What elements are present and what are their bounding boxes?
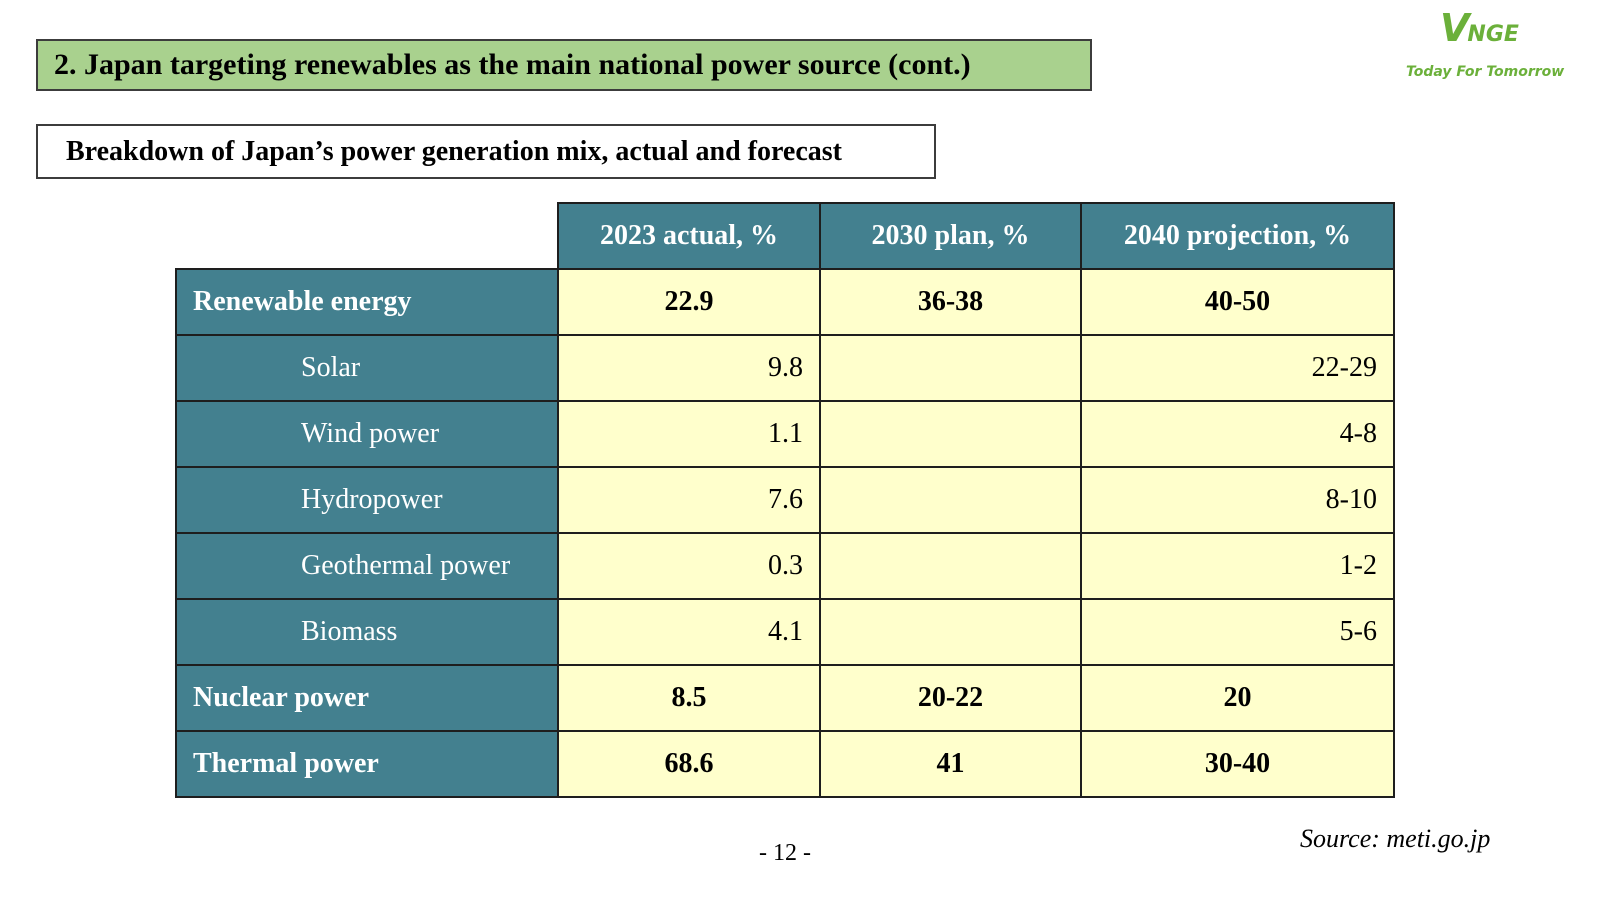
table-cell: 20: [1080, 664, 1395, 732]
table-cell: [819, 598, 1082, 666]
table-cell: 8-10: [1080, 466, 1395, 534]
column-header: 2023 actual, %: [557, 202, 821, 270]
row-label: Biomass: [175, 598, 559, 666]
table-row: Solar 9.8 22-29: [175, 334, 1395, 402]
logo-v: V: [1440, 6, 1469, 50]
table-cell: 1.1: [557, 400, 821, 468]
column-header: 2040 projection, %: [1080, 202, 1395, 270]
table-body: Renewable energy 22.9 36-38 40-50 Solar 9.8 22…: [175, 268, 1395, 798]
table-row: Wind power 1.1 4-8: [175, 400, 1395, 468]
column-header: 2030 plan, %: [819, 202, 1082, 270]
table-cell: 40-50: [1080, 268, 1395, 336]
row-label: Nuclear power: [175, 664, 559, 732]
table-cell: 4-8: [1080, 400, 1395, 468]
row-label: Wind power: [175, 400, 559, 468]
table-row: Renewable energy 22.9 36-38 40-50: [175, 268, 1395, 336]
power-mix-table: 2023 actual, % 2030 plan, % 2040 project…: [175, 202, 1395, 798]
table-caption: Breakdown of Japan’s power generation mi…: [36, 124, 936, 179]
logo-mark: VNGE: [1440, 6, 1519, 50]
table-row: Nuclear power 8.5 20-22 20: [175, 664, 1395, 732]
row-label: Geothermal power: [175, 532, 559, 600]
table-cell: 36-38: [819, 268, 1082, 336]
row-label: Hydropower: [175, 466, 559, 534]
table-cell: 22-29: [1080, 334, 1395, 402]
table-cell: 8.5: [557, 664, 821, 732]
table-cell: 9.8: [557, 334, 821, 402]
logo-letters: NGE: [1467, 22, 1519, 47]
table-cell: [819, 532, 1082, 600]
slide-title: 2. Japan targeting renewables as the mai…: [36, 39, 1092, 91]
table-cell: [819, 400, 1082, 468]
source-note: Source: meti.go.jp: [1300, 824, 1491, 853]
table-cell: [819, 334, 1082, 402]
table-cell: 41: [819, 730, 1082, 798]
table-cell: 68.6: [557, 730, 821, 798]
table-cell: 5-6: [1080, 598, 1395, 666]
table-row: Hydropower 7.6 8-10: [175, 466, 1395, 534]
table-cell: 22.9: [557, 268, 821, 336]
table-cell: 20-22: [819, 664, 1082, 732]
table-row: Biomass 4.1 5-6: [175, 598, 1395, 666]
table-cell: [819, 466, 1082, 534]
page-number: - 12 -: [759, 840, 811, 866]
row-label: Thermal power: [175, 730, 559, 798]
logo-tagline: Today For Tomorrow: [1406, 64, 1565, 80]
table-cell: 4.1: [557, 598, 821, 666]
table-cell: 1-2: [1080, 532, 1395, 600]
table-cell: 30-40: [1080, 730, 1395, 798]
vnge-logo: VNGE Today For Tomorrow: [1406, 6, 1570, 86]
row-label: Solar: [175, 334, 559, 402]
table-row: Geothermal power 0.3 1-2: [175, 532, 1395, 600]
row-label: Renewable energy: [175, 268, 559, 336]
table-row: Thermal power 68.6 41 30-40: [175, 730, 1395, 798]
table-header-row: 2023 actual, % 2030 plan, % 2040 project…: [176, 202, 1395, 270]
table-cell: 0.3: [557, 532, 821, 600]
table-corner: [176, 203, 558, 269]
table-cell: 7.6: [557, 466, 821, 534]
